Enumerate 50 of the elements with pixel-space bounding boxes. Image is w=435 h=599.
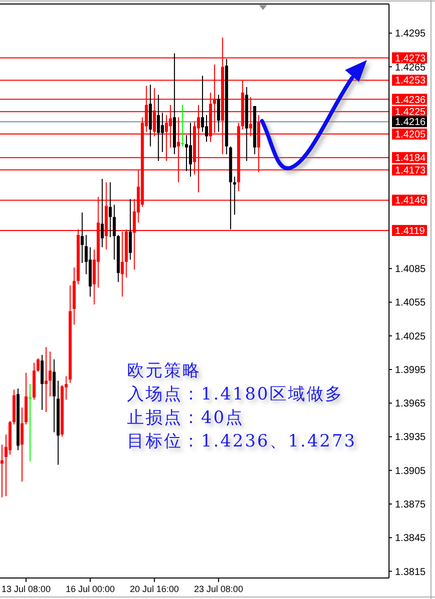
annotation: 止损点：40点 (127, 408, 244, 428)
y-tick-label: 1.3875 (395, 500, 426, 511)
candlestick (112, 204, 116, 260)
candlestick (184, 134, 188, 172)
candlestick (0, 444, 4, 498)
y-tick-label: 1.4295 (395, 28, 426, 40)
candlestick (80, 212, 84, 264)
candlestick (201, 75, 204, 132)
y-tick-label: 1.4265 (395, 62, 426, 74)
candlestick (205, 114, 208, 142)
ref-line-label: 1.4253 (395, 76, 426, 87)
y-tick-label: 1.3845 (395, 533, 426, 544)
y-tick-label: 1.3815 (395, 566, 426, 578)
candlestick (20, 407, 24, 482)
y-tick-label: 1.4085 (395, 264, 426, 276)
x-tick-label: 23 Jul 08:00 (194, 584, 244, 594)
candlestick (100, 178, 104, 248)
candlestick (128, 198, 132, 260)
ref-line-label: 1.4273 (395, 53, 426, 64)
candlestick (48, 351, 52, 397)
annotation: 入场点：1.4180区域做多 (127, 384, 344, 404)
ref-line-label: 1.4119 (395, 226, 426, 237)
y-tick-label: 1.3935 (395, 432, 426, 444)
annotation: 欧元策略 (127, 361, 201, 381)
ref-line-label: 1.4146 (395, 196, 426, 207)
ref-line-label: 1.4184 (395, 153, 426, 164)
x-tick-label: 20 Jul 16:00 (130, 584, 179, 594)
candlestick (40, 354, 44, 410)
ref-line-label: 1.4216 (395, 117, 426, 128)
y-tick-label: 1.3965 (395, 398, 426, 410)
candlestick (36, 358, 40, 372)
candlestick (44, 346, 48, 413)
ref-line-label: 1.4173 (395, 165, 426, 176)
x-tick-label: 13 Jul 08:00 (2, 584, 51, 594)
candlestick (160, 112, 164, 152)
y-tick-label: 1.4025 (395, 331, 426, 342)
annotation: 目标位：1.4236、1.4273 (127, 432, 356, 452)
y-tick-label: 1.3995 (395, 364, 426, 376)
y-tick-label: 1.4055 (395, 298, 426, 309)
x-tick-label: 16 Jul 00:00 (66, 584, 115, 594)
y-tick-label: 1.3905 (395, 466, 426, 477)
candlestick (28, 384, 32, 462)
candlestick (156, 94, 160, 162)
candlestick (217, 94, 220, 132)
candlestick (108, 182, 112, 238)
ref-line-label: 1.4225 (395, 107, 426, 118)
ref-line-label: 1.4205 (395, 130, 426, 141)
candlestick (180, 104, 184, 147)
ref-line-label: 1.4236 (395, 94, 426, 106)
candlestick (188, 122, 192, 178)
